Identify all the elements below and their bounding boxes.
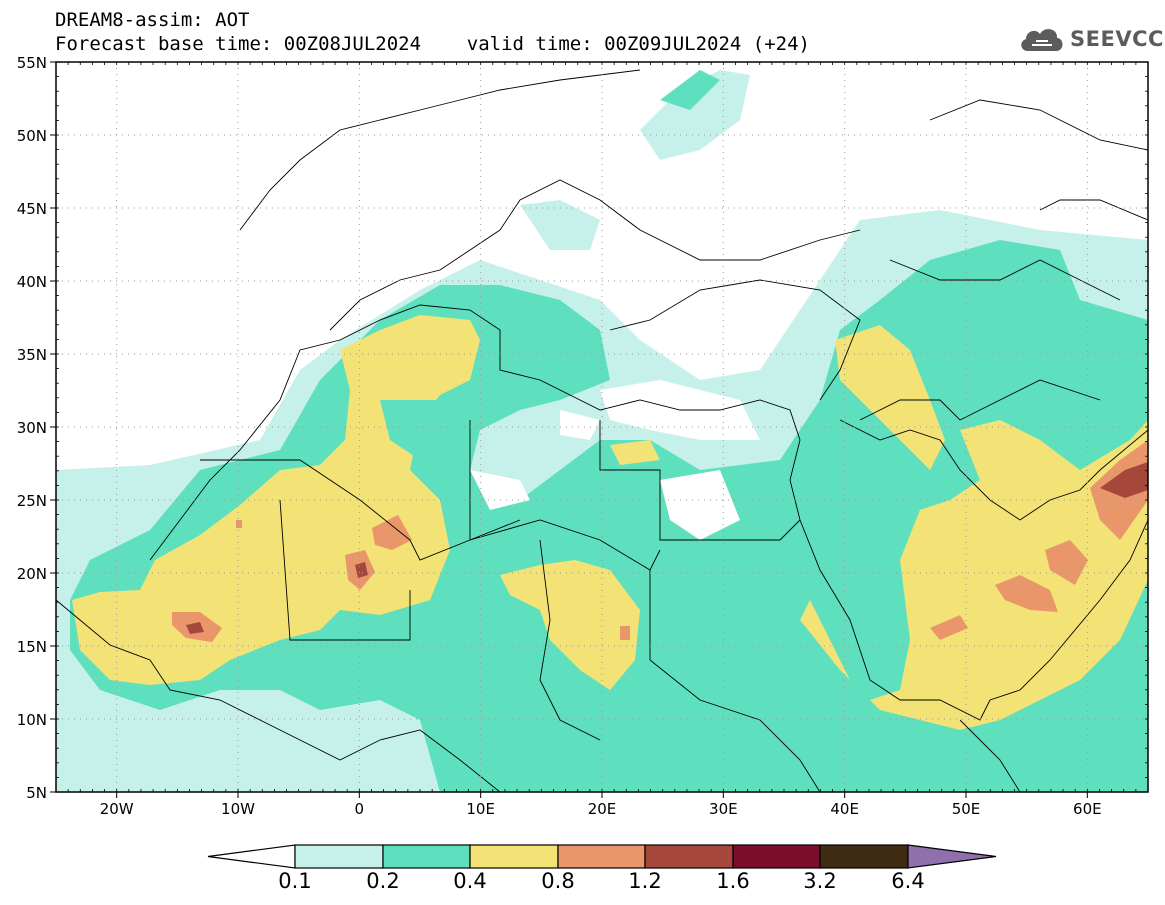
lon-label: 20W [100, 800, 134, 818]
colorbar-label: 0.2 [366, 869, 400, 893]
colorbar-under-triangle [207, 844, 296, 869]
lon-label: 10E [466, 800, 495, 818]
colorbar-bin [557, 844, 646, 869]
forecast-times: Forecast base time: 00Z08JUL2024 valid t… [55, 33, 810, 55]
colorbar-bin [819, 844, 909, 869]
colorbar-bin [382, 844, 471, 869]
lat-label: 25N [17, 492, 47, 510]
colorbar-label: 0.8 [541, 869, 575, 893]
colorbar-label: 6.4 [891, 869, 925, 893]
colorbar-bin [644, 844, 734, 869]
axis-ticks: 55N 50N 45N 40N 35N 30N 25N 20N 15N 10N 5N 20W 10W 0 1… [17, 54, 1149, 818]
colorbar-label: 3.2 [803, 869, 837, 893]
lon-label: 10W [221, 800, 255, 818]
aot-field [56, 62, 1148, 792]
colorbar-label: 0.4 [453, 869, 487, 893]
logo-text: SEEVCCC [1070, 27, 1165, 51]
colorbar-label: 1.2 [628, 869, 662, 893]
colorbar-bin [732, 844, 821, 869]
lon-label: 60E [1073, 800, 1102, 818]
lat-label: 10N [17, 711, 47, 729]
lon-label: 20E [588, 800, 617, 818]
lat-label: 40N [17, 273, 47, 291]
lon-label: 0 [355, 800, 365, 818]
colorbar-bin [469, 844, 559, 869]
seevccc-logo: SEEVCCC [1018, 22, 1165, 56]
lon-label: 30E [709, 800, 738, 818]
lat-label: 5N [26, 784, 47, 802]
lat-label: 55N [17, 54, 47, 72]
grid-lines [56, 62, 1148, 792]
lat-label: 30N [17, 419, 47, 437]
lon-label: 40E [830, 800, 859, 818]
lat-label: 50N [17, 127, 47, 145]
lat-label: 15N [17, 638, 47, 656]
colorbar-over-triangle [907, 844, 997, 869]
colorbar-label: 1.6 [716, 869, 750, 893]
lon-label: 50E [952, 800, 981, 818]
lat-label: 45N [17, 200, 47, 218]
chart-title: DREAM8-assim: AOT [55, 9, 250, 31]
colorbar-label: 0.1 [278, 869, 312, 893]
cloud-logo-icon [1021, 29, 1063, 51]
lat-label: 20N [17, 565, 47, 583]
colorbar-bin [294, 844, 384, 869]
lat-label: 35N [17, 346, 47, 364]
